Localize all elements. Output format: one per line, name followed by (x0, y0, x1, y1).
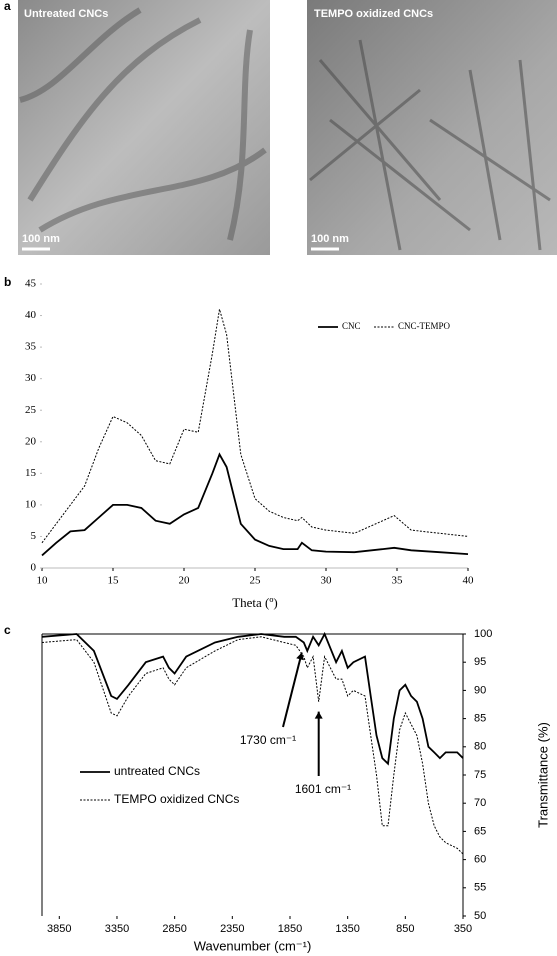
y-tick-label: 10 (25, 498, 37, 510)
y-tick-label: 50 (474, 910, 486, 922)
y-tick-label: 25 (25, 404, 37, 416)
y-tick-label: 100 (474, 628, 492, 640)
legend-label: CNC (342, 321, 361, 331)
x-tick-label: 3350 (105, 923, 129, 935)
y-tick-label: 75 (474, 769, 486, 781)
x-tick-label: 40 (463, 575, 475, 587)
x-axis-label: Wavenumber (cm⁻¹) (194, 938, 312, 953)
x-tick-label: 35 (392, 575, 404, 587)
legend-label: TEMPO oxidized CNCs (114, 792, 239, 806)
x-tick-label: 20 (179, 575, 191, 587)
x-tick-label: 2850 (162, 923, 186, 935)
tem-image-1: Untreated CNCs 100 nm (18, 0, 270, 255)
y-tick-label: 80 (474, 741, 486, 753)
series-line (41, 452, 469, 557)
y-tick-label: 85 (474, 713, 486, 725)
panel-label: a (4, 0, 11, 13)
series-line (41, 636, 464, 855)
x-tick-label: 1850 (278, 923, 302, 935)
image-label: Untreated CNCs (24, 8, 108, 20)
x-tick-label: 25 (250, 575, 262, 587)
y-tick-label: 40 (25, 309, 37, 321)
series-line (41, 631, 464, 766)
x-tick-label: 2350 (220, 923, 244, 935)
series-line (41, 309, 469, 544)
scale-bar-label: 100 nm (311, 233, 349, 245)
y-axis-label: Transmittance (%) (535, 722, 550, 828)
annotation-arrow (282, 652, 303, 728)
x-tick-label: 10 (37, 575, 49, 587)
y-tick-label: 15 (25, 467, 37, 479)
y-tick-label: 5 (31, 530, 37, 542)
panel-label: c (4, 623, 11, 637)
y-tick-label: 45 (25, 278, 37, 290)
y-tick-label: 90 (474, 684, 486, 696)
y-tick-label: 30 (25, 372, 37, 384)
x-axis-label: Theta (º) (232, 595, 278, 610)
x-tick-label: 1350 (335, 923, 359, 935)
y-tick-label: 35 (25, 341, 37, 353)
y-tick-label: 65 (474, 825, 486, 837)
x-tick-label: 30 (321, 575, 333, 587)
x-tick-label: 350 (454, 923, 472, 935)
y-tick-label: 20 (25, 435, 37, 447)
annotation: 1601 cm⁻¹ (295, 782, 351, 796)
x-tick-label: 850 (396, 923, 414, 935)
x-tick-label: 3850 (47, 923, 71, 935)
image-label: TEMPO oxidized CNCs (314, 8, 433, 20)
y-tick-label: 55 (474, 882, 486, 894)
y-tick-label: 95 (474, 656, 486, 668)
legend-label: CNC-TEMPO (398, 321, 451, 331)
y-tick-label: 60 (474, 854, 486, 866)
y-tick-label: 0 (31, 562, 37, 574)
panel-label: b (4, 275, 11, 289)
scale-bar-label: 100 nm (22, 233, 60, 245)
tem-image-2: TEMPO oxidized CNCs 100 nm (307, 0, 557, 255)
annotation-arrowhead (296, 652, 304, 661)
x-tick-label: 15 (108, 575, 120, 587)
y-tick-label: 70 (474, 797, 486, 809)
annotation: 1730 cm⁻¹ (240, 733, 296, 747)
annotation-arrowhead (314, 711, 323, 719)
legend-label: untreated CNCs (114, 764, 200, 778)
